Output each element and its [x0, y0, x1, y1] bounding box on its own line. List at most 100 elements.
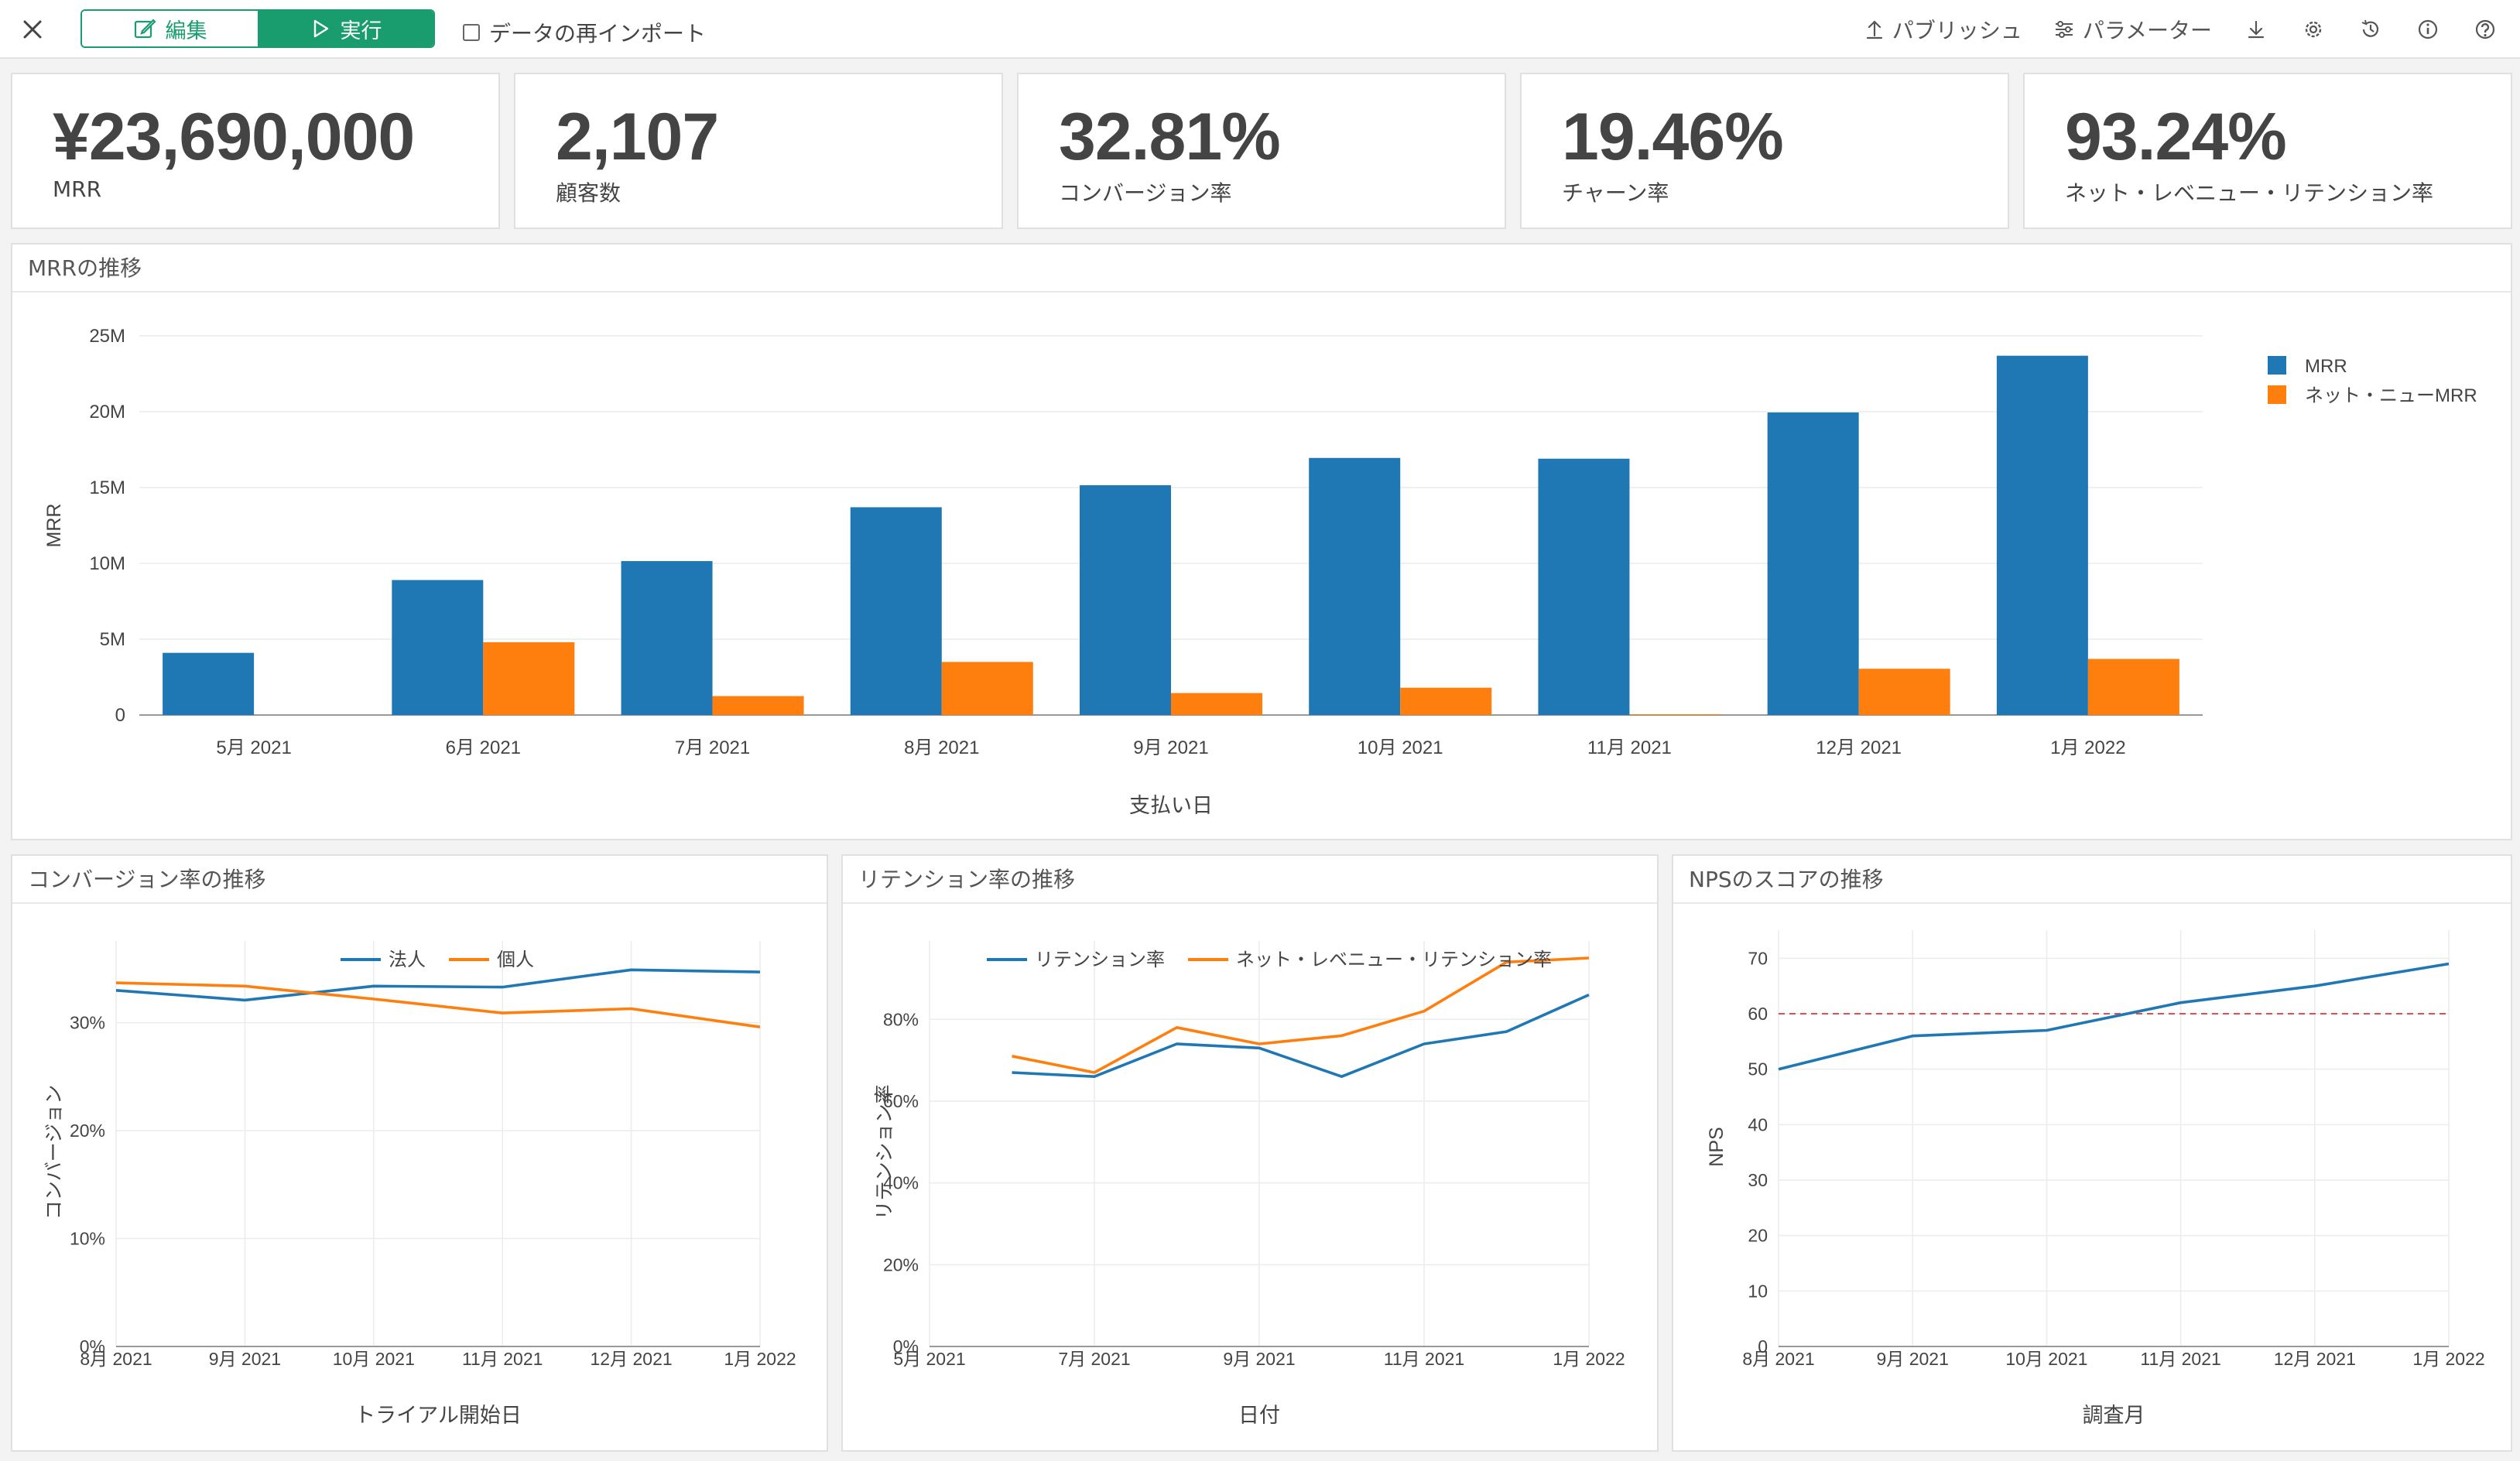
- run-button[interactable]: 実行: [258, 11, 433, 46]
- x-tick-label: 12月 2021: [1816, 737, 1902, 758]
- mrr-panel: MRRの推移 0 5M 10M 15M 20M 25M 5月 2021 6月 2021 7月 2…: [11, 243, 2512, 840]
- x-tick-label: 12月 2021: [591, 1349, 673, 1369]
- x-tick-label: 7月 2021: [1058, 1349, 1130, 1369]
- bar-mrr: [850, 507, 942, 715]
- kpi-card-customers: 2,107 顧客数: [514, 73, 1003, 229]
- toolbar: 編集 実行 データの再インポート パブリッシュ パラメーター: [0, 0, 2520, 59]
- panel-title: MRRの推移: [12, 245, 2511, 293]
- x-tick-label: 8月 2021: [904, 737, 979, 758]
- y-tick-label: 70: [1748, 948, 1768, 968]
- y-axis-label: コンバージョン: [43, 1085, 65, 1220]
- kpi-value: 32.81%: [1059, 100, 1281, 174]
- retention-line-chart: 5月 2021 7月 2021 9月 2021 11月 2021 1月 2022 0% 20…: [874, 941, 1625, 1427]
- legend-label: ネット・レベニュー・リテンション率: [1236, 949, 1552, 970]
- legend-label: ネット・ニューMRR: [2305, 385, 2477, 406]
- kpi-card-conversion: 32.81% コンバージョン率: [1017, 73, 1506, 229]
- x-tick-label: 1月 2022: [1553, 1349, 1625, 1369]
- panel-title: リテンション率の推移: [843, 856, 1657, 904]
- x-tick-label: 11月 2021: [1587, 737, 1672, 758]
- x-axis-label: 調査月: [2083, 1404, 2145, 1427]
- help-icon[interactable]: [2472, 16, 2498, 43]
- y-tick-label: 20M: [89, 402, 125, 423]
- bar-mrr: [1080, 485, 1171, 715]
- y-tick-label: 0%: [893, 1336, 919, 1357]
- bar-mrr: [1309, 457, 1401, 715]
- gear-icon[interactable]: [2300, 16, 2327, 43]
- kpi-value: 2,107: [556, 100, 719, 174]
- play-icon: [313, 19, 328, 38]
- bar-mrr: [1767, 412, 1859, 715]
- kpi-card-churn: 19.46% チャーン率: [1520, 73, 2009, 229]
- kpi-value: 93.24%: [2065, 100, 2287, 174]
- y-tick-label: 20%: [883, 1254, 919, 1275]
- x-axis-label: トライアル開始日: [354, 1404, 522, 1427]
- y-tick-label: 20: [1748, 1226, 1768, 1246]
- y-tick-label: 0: [115, 705, 125, 726]
- toolbar-actions: パブリッシュ パラメーター: [1834, 11, 2498, 48]
- y-tick-label: 5M: [100, 629, 125, 650]
- close-icon[interactable]: [17, 14, 48, 45]
- x-tick-label: 11月 2021: [462, 1349, 543, 1369]
- series-line: [115, 981, 761, 1028]
- bar-mrr: [621, 561, 713, 715]
- conversion-line-chart: 8月 2021 9月 2021 10月 2021 11月 2021 12月 2021 1月…: [43, 941, 796, 1427]
- publish-label: パブリッシュ: [1892, 18, 2022, 43]
- bar-net-new-mrr: [1400, 687, 1492, 715]
- legend-label: 法人: [389, 949, 426, 970]
- download-icon[interactable]: [2243, 16, 2269, 43]
- legend-label: リテンション率: [1035, 949, 1165, 970]
- kpi-value: ¥23,690,000: [53, 100, 415, 174]
- kpi-label: チャーン率: [1562, 180, 1669, 206]
- kpi-card-mrr: ¥23,690,000 MRR: [11, 73, 500, 229]
- upload-icon: [1866, 20, 1882, 39]
- y-tick-label: 80%: [883, 1009, 919, 1029]
- x-tick-label: 9月 2021: [1877, 1349, 1949, 1369]
- x-tick-label: 10月 2021: [333, 1349, 415, 1369]
- y-tick-label: 0%: [80, 1336, 105, 1357]
- x-tick-label: 12月 2021: [2274, 1349, 2356, 1369]
- x-tick-label: 5月 2021: [216, 737, 291, 758]
- kpi-label: MRR: [53, 176, 102, 202]
- publish-button[interactable]: パブリッシュ: [1864, 14, 2022, 45]
- bar-net-new-mrr: [483, 642, 575, 715]
- history-icon[interactable]: [2357, 16, 2384, 43]
- x-tick-label: 8月 2021: [80, 1349, 152, 1369]
- edit-button[interactable]: 編集: [82, 11, 258, 46]
- legend-swatch: [2268, 385, 2286, 404]
- kpi-label: 顧客数: [556, 180, 621, 206]
- parameters-button[interactable]: パラメーター: [2053, 14, 2212, 45]
- nps-panel: NPSのスコアの推移 8月 2021 9月 2021 10月 2021 11月 202…: [1672, 854, 2512, 1452]
- bar-net-new-mrr: [2087, 659, 2179, 715]
- kpi-value: 19.46%: [1562, 100, 1784, 174]
- run-label: 実行: [340, 19, 382, 43]
- y-tick-label: 20%: [70, 1121, 105, 1141]
- series-line: [1012, 993, 1590, 1079]
- y-axis-label: MRR: [43, 504, 65, 548]
- info-icon[interactable]: [2415, 16, 2441, 43]
- checkbox-box[interactable]: [463, 24, 480, 41]
- y-axis-label: リテンション率: [874, 1084, 895, 1220]
- y-tick-label: 25M: [89, 326, 125, 347]
- x-tick-label: 10月 2021: [2005, 1349, 2087, 1369]
- mode-toggle: 編集 実行: [80, 9, 435, 48]
- panel-title: NPSのスコアの推移: [1673, 856, 2511, 904]
- x-tick-label: 9月 2021: [209, 1349, 281, 1369]
- reimport-checkbox[interactable]: データの再インポート: [463, 17, 706, 48]
- bar-net-new-mrr: [1629, 714, 1721, 715]
- bar-mrr: [1996, 355, 2088, 715]
- y-tick-label: 10%: [70, 1229, 105, 1249]
- bar-net-new-mrr: [1171, 693, 1262, 715]
- x-tick-label: 1月 2022: [724, 1349, 796, 1369]
- kpi-card-nrr: 93.24% ネット・レベニュー・リテンション率: [2023, 73, 2512, 229]
- x-tick-label: 9月 2021: [1223, 1349, 1295, 1369]
- x-tick-label: 1月 2022: [2412, 1349, 2484, 1369]
- x-tick-label: 10月 2021: [1358, 737, 1443, 758]
- x-axis-label: 支払い日: [1129, 794, 1213, 817]
- y-tick-label: 15M: [89, 477, 125, 498]
- bar-mrr: [1538, 458, 1630, 715]
- y-tick-label: 0: [1758, 1336, 1768, 1357]
- series-line: [115, 968, 761, 1002]
- parameters-label: パラメーター: [2082, 18, 2212, 43]
- y-tick-label: 50: [1748, 1059, 1768, 1079]
- bar-mrr: [392, 580, 484, 715]
